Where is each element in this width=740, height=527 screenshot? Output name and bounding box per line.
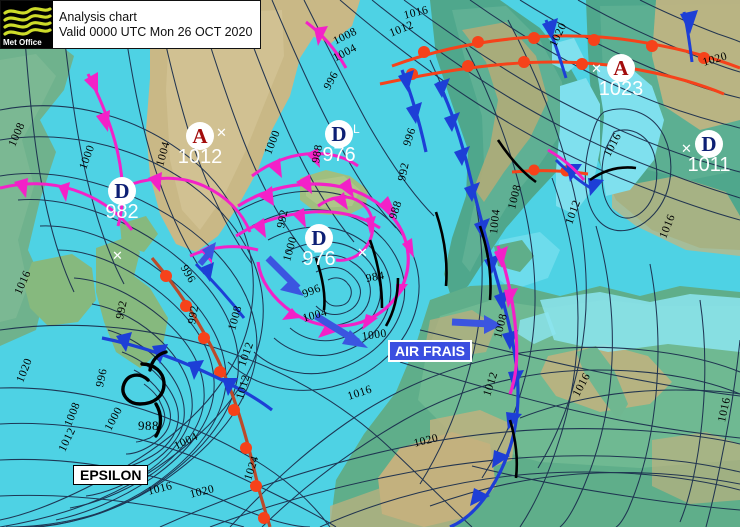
centre-cross-marker: ✕ (681, 141, 692, 156)
pressure-centre-high-greenland: A 1012 ✕ (178, 122, 227, 168)
front-warm-norway (379, 56, 725, 96)
low-pressure-symbol: D (305, 224, 333, 252)
pressure-centre-low-irminger: D 982 ✕ (105, 177, 139, 262)
front-occluded-greenland-west (0, 178, 134, 231)
front-warm-epsilon (150, 256, 272, 527)
pressure-value: 982 (105, 201, 139, 223)
centre-cross-marker: ✕ (591, 61, 602, 76)
met-office-logo: Met Office (1, 1, 53, 48)
front-cold-finland (554, 158, 604, 196)
pressure-value: 1023 (598, 78, 644, 100)
chart-title-line2: Valid 0000 UTC Mon 26 OCT 2020 (59, 24, 253, 39)
centre-cross-marker: ✕ (216, 125, 227, 140)
high-pressure-symbol: A (186, 122, 214, 150)
centre-cross-marker: ✕ (112, 248, 123, 263)
front-occluded-north-greenland (305, 20, 348, 69)
label-storm-epsilon: EPSILON (73, 465, 149, 485)
flow-arrow-channel (314, 313, 368, 348)
met-office-waves-icon (3, 7, 52, 36)
front-cold-atlantic (101, 332, 273, 412)
chart-title-line1: Analysis chart (59, 9, 137, 24)
title-box: Met Office Analysis chart Valid 0000 UTC… (0, 0, 262, 49)
storm-central-pressure: 988 (138, 418, 159, 433)
front-warm-north-sea (391, 32, 740, 70)
flow-arrow-iceland (197, 242, 216, 266)
pressure-value: 976 (322, 144, 356, 166)
pressure-value: 1011 (687, 154, 731, 176)
front-cold-greenland-sea (194, 262, 246, 319)
flow-arrows (197, 242, 502, 348)
pressure-centre-low-norway: D 976 L (322, 120, 360, 166)
pressure-centre-low-baltic: D 1011 ✕ (681, 130, 731, 176)
front-occluded-norway-coast (131, 172, 252, 233)
front-occluded-east-europe (547, 148, 586, 181)
low-pressure-symbol: D (325, 120, 353, 148)
front-occluded-britain (237, 174, 414, 338)
high-pressure-symbol: A (607, 54, 635, 82)
centre-cross-marker: ✕ (357, 245, 368, 260)
front-occluded-greenland-trough (84, 72, 124, 227)
front-cold-baltic-north (542, 18, 568, 79)
pressure-centre-low-britain: D 976 ✕ (302, 224, 368, 270)
tropical-storm-symbol (121, 350, 168, 438)
front-cold-russia (680, 10, 698, 63)
trough-lines (314, 139, 637, 479)
label-cool-air: AIR FRAIS (388, 340, 472, 362)
low-pressure-symbol: D (695, 130, 723, 158)
met-office-logo-text: Met Office (3, 38, 42, 47)
low-pressure-symbol: D (108, 177, 136, 205)
front-occluded-iceland (235, 208, 381, 238)
low-sub-label: L (353, 122, 360, 136)
front-cold-scandinavia (398, 69, 428, 153)
front-occluded-iberia-tail (494, 245, 519, 395)
pressure-value: 976 (302, 248, 336, 270)
flow-arrow-atlantic (265, 255, 304, 296)
front-occluded-iceland-coast (251, 148, 359, 178)
pressure-value: 1012 (177, 146, 223, 168)
front-cold-iberia (434, 78, 524, 527)
flow-arrow-france (451, 315, 502, 334)
pressure-centre-high-scandi: A 1023 ✕ (591, 54, 643, 100)
